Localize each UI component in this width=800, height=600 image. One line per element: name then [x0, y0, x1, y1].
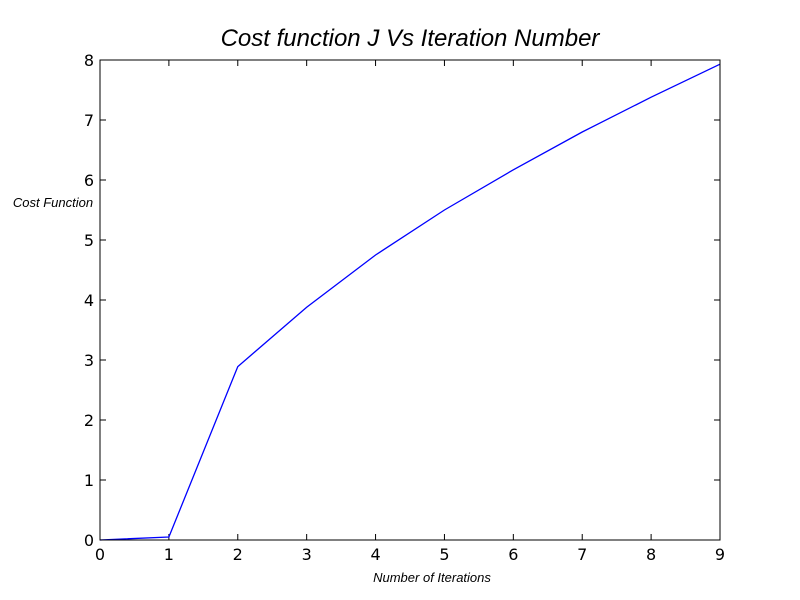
- y-tick-label: 7: [84, 111, 94, 130]
- y-tick-label: 5: [84, 231, 94, 250]
- x-tick-label: 4: [370, 545, 380, 564]
- y-tick-label: 6: [84, 171, 94, 190]
- x-tick-label: 7: [577, 545, 587, 564]
- x-tick-label: 8: [646, 545, 656, 564]
- x-tick-label: 2: [233, 545, 243, 564]
- x-tick-label: 6: [508, 545, 518, 564]
- y-tick-label: 4: [84, 291, 94, 310]
- plot-area-frame: [99, 59, 721, 541]
- y-tick-label: 8: [84, 51, 94, 70]
- chart-title: Cost function J Vs Iteration Number: [221, 25, 601, 52]
- y-tick-label: 3: [84, 351, 94, 370]
- x-tick-label: 0: [95, 545, 105, 564]
- series-line: [99, 63, 721, 541]
- x-tick-label: 5: [439, 545, 449, 564]
- y-tick-label: 1: [84, 471, 94, 490]
- x-tick-label: 9: [715, 545, 725, 564]
- x-tick-label: 1: [164, 545, 174, 564]
- x-axis-label: Number of Iterations: [373, 570, 491, 585]
- chart-marks: 0 1 2 3 4 5 6 7 8 9 0 1 2 3 4 5 6 7 8: [84, 51, 725, 564]
- y-axis-label: Cost Function: [13, 195, 93, 210]
- y-tick-label: 0: [84, 531, 94, 550]
- y-tick-label: 2: [84, 411, 94, 430]
- x-tick-label: 3: [302, 545, 312, 564]
